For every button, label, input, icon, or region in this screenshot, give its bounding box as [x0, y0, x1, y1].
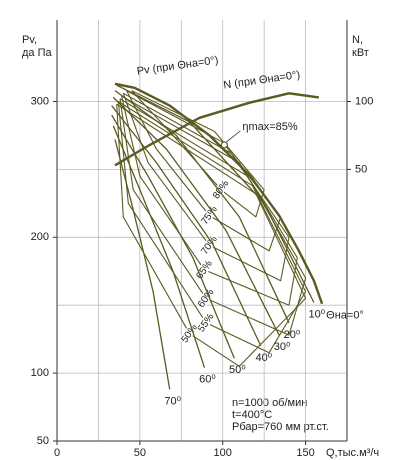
vane-curve — [114, 90, 290, 324]
y-tick-label: 50 — [37, 435, 49, 447]
y-axis-label: Pv, — [22, 34, 37, 46]
vane-curve — [111, 105, 262, 347]
x-tick-label: 50 — [134, 447, 146, 459]
vane-curve — [111, 114, 235, 359]
y-tick-label: 100 — [31, 367, 49, 379]
vane-curve — [116, 84, 315, 303]
note: n=1000 об/мин — [232, 397, 307, 409]
vane-label: 70⁰ — [164, 395, 181, 407]
y-axis-label: да Па — [22, 47, 52, 59]
vane-label: 10⁰ — [309, 308, 326, 320]
x-tick-label: 100 — [214, 447, 232, 459]
zero-label: Θна=0° — [326, 310, 364, 322]
leader — [226, 130, 241, 143]
main-curve — [114, 92, 319, 167]
y-tick-label: 200 — [31, 231, 49, 243]
efficiency-curve — [117, 101, 307, 354]
eta-max-label: ηmax=85% — [242, 121, 298, 133]
note: t=400°C — [232, 409, 272, 421]
vane-label: 60⁰ — [199, 374, 216, 386]
efficiency-curve — [122, 92, 290, 282]
vane-curve — [114, 139, 171, 390]
x-axis-label: Q,тыс.м³/ч — [326, 447, 379, 459]
efficiency-curve — [121, 95, 298, 306]
main-curve — [114, 82, 324, 305]
y2-tick-label: 100 — [355, 95, 373, 107]
vane-curve — [112, 96, 280, 336]
eta-max-point — [220, 141, 228, 149]
vane-label: 40⁰ — [256, 352, 273, 364]
y2-tick-label: 50 — [355, 163, 367, 175]
note: Pбар=760 мм рт.ст. — [232, 421, 329, 433]
vane-label: 30⁰ — [274, 341, 291, 353]
efficiency-label: 55% — [196, 311, 217, 334]
x-tick-label: 150 — [296, 447, 314, 459]
y2-axis-label: N, — [352, 34, 363, 46]
x-tick-label: 0 — [54, 447, 60, 459]
y2-axis-label: кВт — [352, 47, 369, 59]
curve-label: N (при Θна=0°) — [223, 69, 301, 92]
curve-label: Pv (при Θна=0°) — [136, 54, 219, 77]
vane-label: 20⁰ — [284, 329, 301, 341]
vane-label: 50⁰ — [229, 364, 246, 376]
y-tick-label: 300 — [31, 95, 49, 107]
efficiency-curve — [119, 98, 307, 336]
